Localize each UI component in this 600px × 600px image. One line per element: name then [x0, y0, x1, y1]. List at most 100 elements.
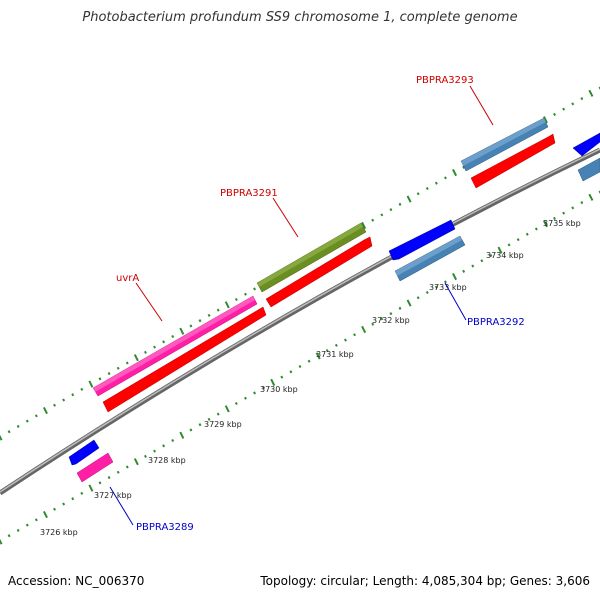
- gene-red-bar-3[interactable]: [470, 133, 556, 189]
- minor-tick-mark: [25, 419, 29, 423]
- gene-label-PBPRA3289[interactable]: PBPRA3289: [136, 522, 194, 533]
- minor-tick-mark: [80, 491, 84, 495]
- minor-tick-mark: [289, 370, 293, 374]
- major-tick-mark: [0, 538, 3, 545]
- tick-label: 3727 kbp: [94, 491, 132, 500]
- minor-tick-mark: [116, 470, 120, 474]
- gene-steel-bar-edge[interactable]: [577, 157, 600, 182]
- minor-tick-mark: [553, 216, 556, 220]
- tick-label: 3728 kbp: [148, 456, 186, 465]
- minor-tick-mark: [171, 439, 175, 443]
- minor-tick-mark: [162, 340, 166, 344]
- major-tick-mark: [542, 220, 548, 228]
- gene-label-PBPRA3291[interactable]: PBPRA3291: [220, 188, 278, 199]
- minor-tick-mark: [98, 377, 102, 381]
- gene-PBPRA3291-bar[interactable]: [256, 222, 367, 293]
- tick-label: 3735 kbp: [543, 219, 581, 228]
- major-tick-mark: [42, 406, 48, 415]
- major-tick-mark: [361, 221, 367, 230]
- minor-tick-mark: [198, 319, 202, 323]
- minor-tick-mark: [534, 227, 538, 231]
- major-tick-mark: [179, 431, 185, 439]
- minor-tick-mark: [389, 312, 393, 316]
- tick-label: 3732 kbp: [372, 316, 410, 325]
- major-tick-mark: [406, 195, 412, 203]
- minor-tick-mark: [444, 280, 447, 284]
- tick-label: 3734 kbp: [486, 251, 524, 260]
- gene-label-uvrA[interactable]: uvrA: [116, 273, 139, 284]
- minor-tick-mark: [216, 412, 220, 416]
- minor-tick-mark: [107, 476, 111, 480]
- gene-label-PBPRA3293[interactable]: PBPRA3293: [416, 75, 474, 86]
- minor-tick-mark: [34, 414, 38, 418]
- tick-label: 3726 kbp: [40, 528, 78, 537]
- major-tick-mark: [588, 89, 594, 97]
- minor-tick-mark: [434, 181, 438, 185]
- minor-tick-mark: [216, 308, 220, 312]
- minor-tick-mark: [62, 502, 66, 506]
- minor-tick-mark: [516, 238, 520, 242]
- minor-tick-mark: [425, 290, 429, 294]
- minor-tick-mark: [171, 335, 175, 339]
- gene-uvrA-bar[interactable]: [92, 295, 258, 397]
- gene-PBPRA3292-bar[interactable]: [394, 235, 466, 282]
- tick-label: 3730 kbp: [260, 385, 298, 394]
- gene-blue-bar-3[interactable]: [68, 439, 100, 466]
- minor-tick-mark: [571, 102, 575, 106]
- minor-tick-mark: [353, 333, 356, 337]
- minor-tick-mark: [62, 398, 66, 402]
- genome-summary-text: Topology: circular; Length: 4,085,304 bp…: [260, 574, 590, 588]
- major-tick-mark: [224, 301, 230, 309]
- major-tick-mark: [452, 169, 458, 177]
- minor-tick-mark: [125, 361, 129, 365]
- major-tick-mark: [406, 299, 412, 307]
- map-title: Photobacterium profundum SS9 chromosome …: [82, 10, 518, 25]
- gene-PBPRA3289-bar[interactable]: [76, 452, 114, 483]
- minor-tick-mark: [298, 364, 302, 369]
- gene-red-bar-2[interactable]: [265, 236, 373, 308]
- minor-tick-mark: [398, 202, 402, 206]
- minor-tick-mark: [380, 213, 384, 217]
- minor-tick-mark: [416, 296, 420, 300]
- minor-tick-mark: [471, 264, 475, 268]
- gene-red-bar-1[interactable]: [102, 306, 267, 413]
- minor-tick-mark: [153, 449, 156, 453]
- minor-tick-mark: [98, 481, 102, 485]
- minor-tick-mark: [525, 232, 529, 236]
- minor-tick-mark: [234, 297, 238, 302]
- minor-tick-mark: [389, 208, 393, 212]
- minor-tick-mark: [480, 259, 484, 263]
- minor-tick-mark: [562, 211, 566, 215]
- major-tick-mark: [452, 273, 458, 281]
- minor-tick-mark: [207, 313, 211, 317]
- accession-text: Accession: NC_006370: [8, 574, 145, 588]
- gene-PBPRA3293-bar[interactable]: [460, 117, 549, 172]
- label-leaders: [109, 85, 494, 526]
- major-tick-mark: [0, 434, 3, 441]
- minor-tick-mark: [253, 391, 256, 395]
- gene-blue-bar-2[interactable]: [572, 132, 600, 157]
- minor-tick-mark: [116, 366, 120, 370]
- major-tick-mark: [361, 325, 367, 334]
- minor-tick-mark: [434, 285, 438, 289]
- minor-tick-mark: [16, 424, 20, 428]
- minor-tick-mark: [244, 396, 247, 400]
- minor-tick-mark: [462, 165, 466, 169]
- minor-tick-mark: [571, 206, 575, 210]
- minor-tick-mark: [262, 386, 266, 390]
- minor-tick-mark: [53, 507, 56, 511]
- minor-tick-mark: [7, 534, 11, 538]
- gene-label-PBPRA3292[interactable]: PBPRA3292: [467, 317, 525, 328]
- tick-label: 3729 kbp: [204, 420, 242, 429]
- minor-tick-mark: [344, 338, 347, 342]
- minor-tick-mark: [7, 430, 11, 434]
- minor-tick-mark: [125, 465, 129, 469]
- minor-tick-mark: [380, 317, 384, 321]
- minor-tick-mark: [71, 393, 75, 397]
- gene-blue-bar-1[interactable]: [388, 219, 456, 261]
- major-tick-mark: [315, 352, 321, 360]
- minor-tick-mark: [580, 97, 584, 101]
- major-tick-mark: [133, 458, 139, 466]
